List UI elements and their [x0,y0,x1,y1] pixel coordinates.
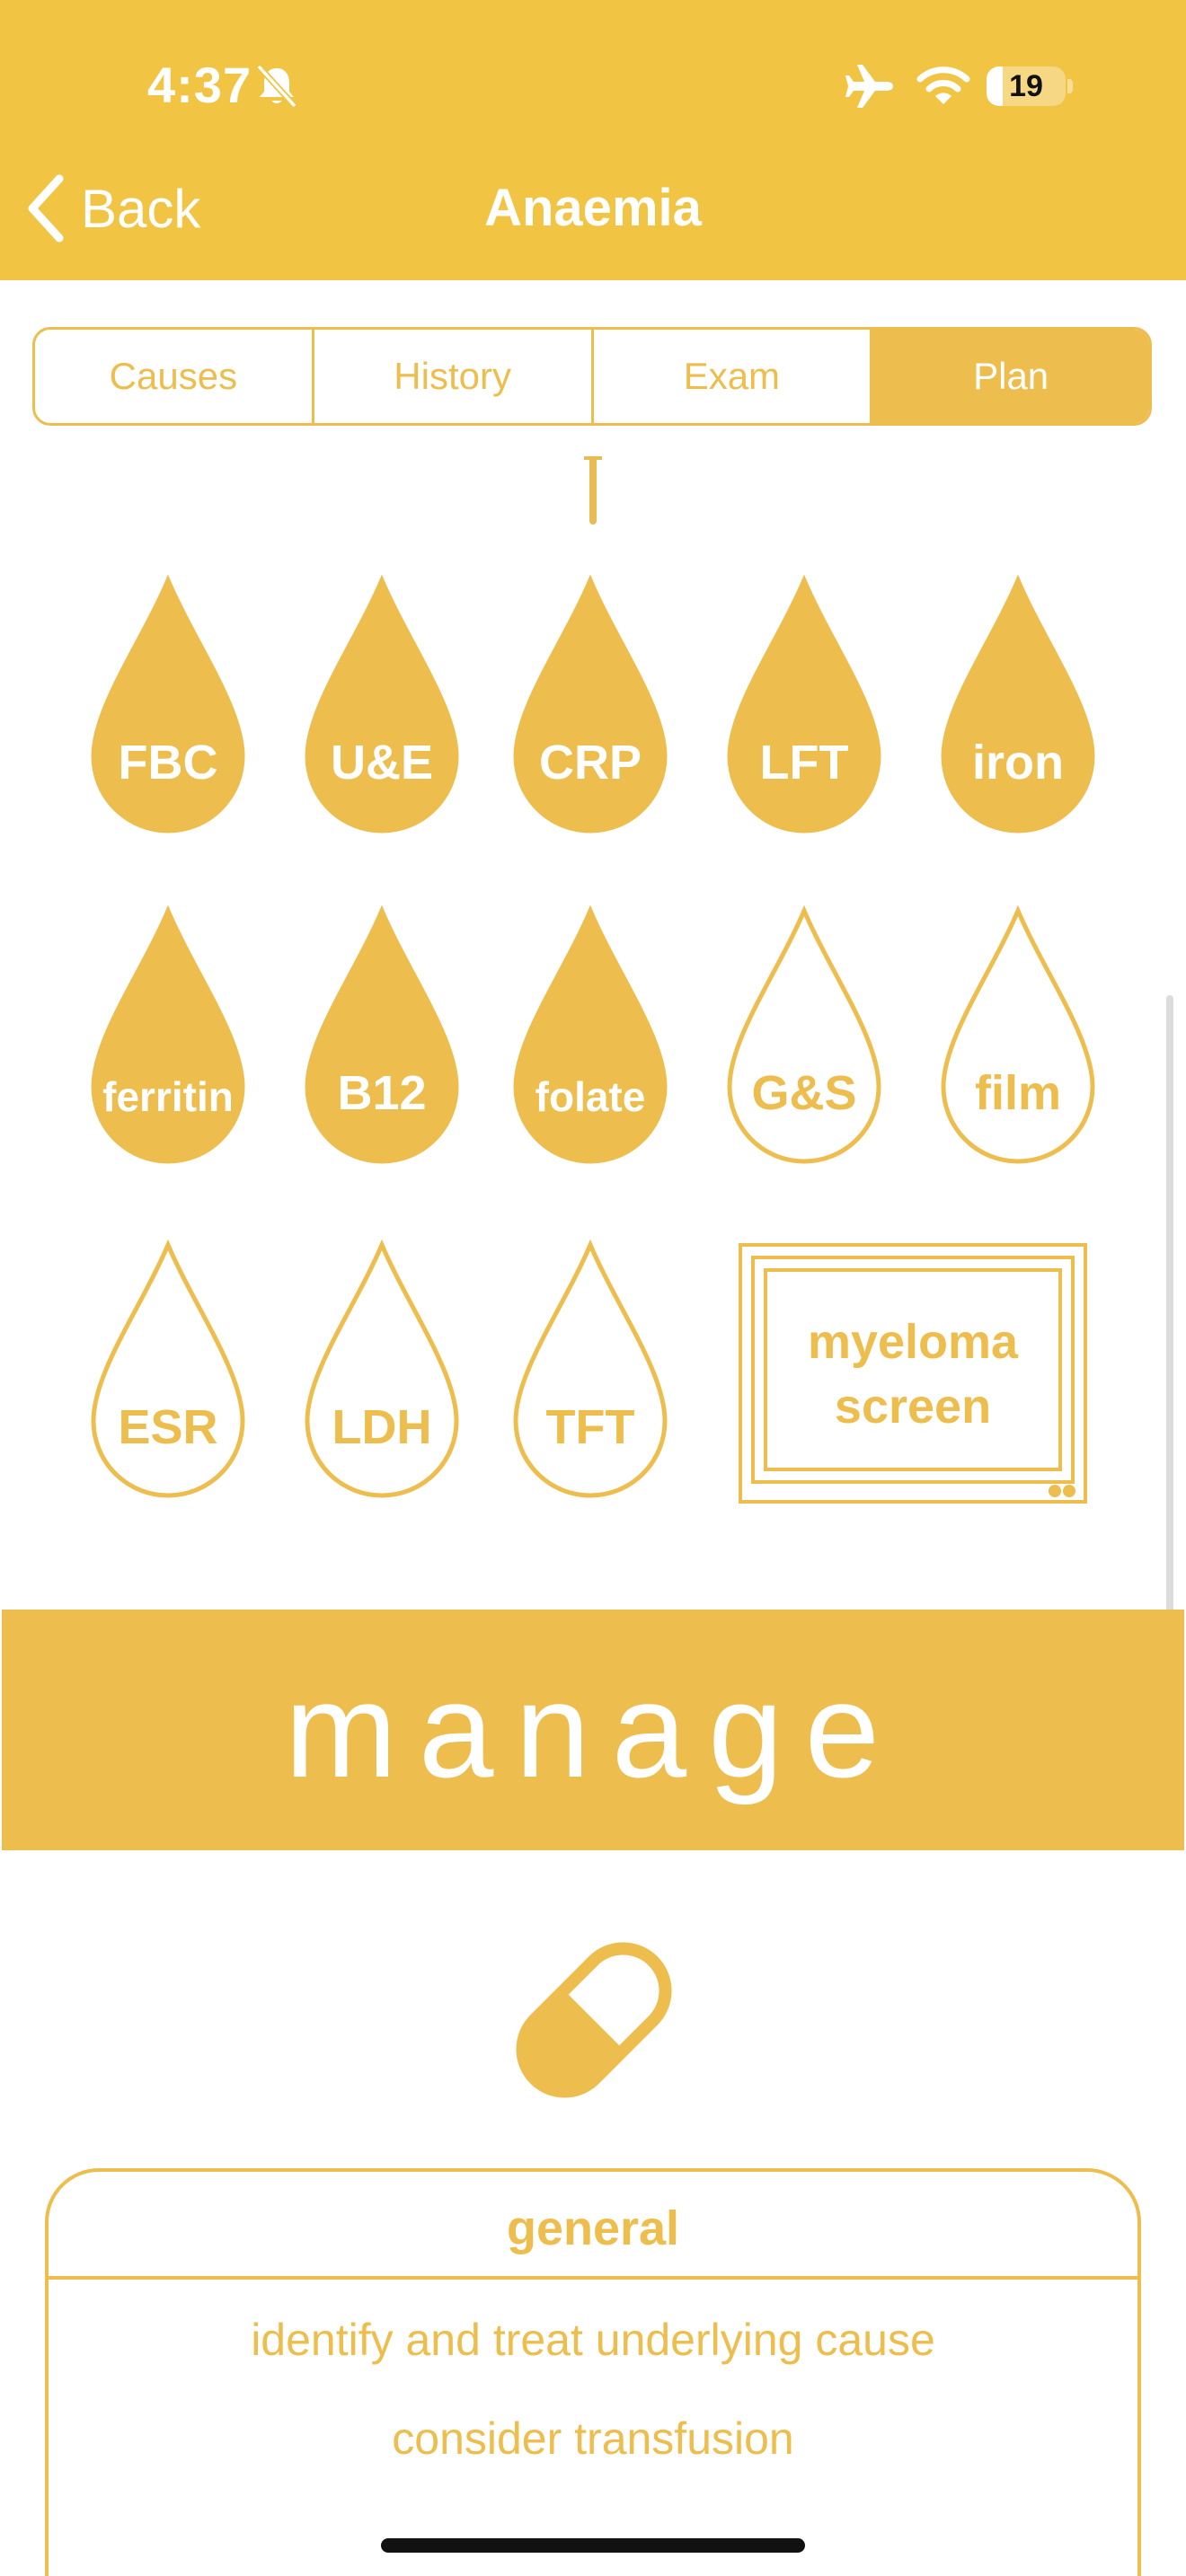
chevron-left-icon [28,174,64,243]
battery-cap [1067,79,1073,93]
blood-drop-icon [305,905,459,1164]
blood-drop-icon [305,1239,459,1498]
myeloma-screen-button[interactable]: myeloma screen [739,1243,1087,1504]
blood-drop-icon [941,575,1095,834]
test-drop-folate[interactable]: folate [505,905,676,1175]
card-item-2: consider transfusion [392,2413,794,2464]
test-drop-esr[interactable]: ESR [83,1239,253,1509]
page-title: Anaemia [484,179,702,237]
test-drop-tft[interactable]: TFT [505,1239,676,1509]
myeloma-label-line2: screen [834,1380,992,1434]
test-drop-label: G&S [751,1066,857,1120]
test-drop-film[interactable]: film [933,905,1103,1175]
blood-drop-icon [91,905,245,1164]
scrollbar[interactable] [1166,995,1173,1645]
blood-drop-icon [727,905,881,1164]
card-title: general [506,2201,680,2255]
home-indicator [381,2538,805,2553]
test-drop-label: LFT [759,736,849,790]
tab-causes[interactable]: Causes [35,330,314,423]
tab-history[interactable]: History [314,330,594,423]
test-drop-label: folate [535,1073,646,1120]
wifi-icon [916,66,970,104]
card-frame-sides [45,2276,1141,2576]
blood-drop-icon [727,575,881,834]
blood-drop-icon [91,575,245,834]
tab-exam[interactable]: Exam [594,330,873,423]
test-drop-label: FBC [118,736,218,790]
test-drop-crp[interactable]: CRP [505,575,676,844]
blood-drop-icon [513,575,668,834]
test-drop-label: TFT [545,1400,635,1454]
test-drop-ferritin[interactable]: ferritin [83,905,253,1175]
test-drop-u-e[interactable]: U&E [296,575,467,844]
airplane-icon [845,65,893,108]
blood-drop-icon [941,905,1095,1164]
bell-slash-icon [256,64,297,109]
myeloma-label-line1: myeloma [807,1315,1019,1369]
header: 4:37 19 Back Anaemia [0,0,1186,280]
back-label: Back [81,178,201,239]
tab-plan[interactable]: Plan [872,330,1149,423]
battery-percent: 19 [1009,69,1043,103]
section-tabs: Causes History Exam Plan [32,327,1152,426]
card-divider [45,2276,1141,2280]
test-drop-label: ferritin [102,1073,234,1120]
blood-drop-icon [91,1239,245,1498]
card-item-1: identify and treat underlying cause [251,2315,935,2365]
test-drop-iron[interactable]: iron [933,575,1103,844]
test-drop-lft[interactable]: LFT [719,575,890,844]
blood-drop-icon [513,1239,668,1498]
manage-title: manage [284,1654,902,1805]
test-drop-label: iron [972,736,1064,790]
test-drop-ldh[interactable]: LDH [296,1239,467,1509]
test-drop-label: B12 [337,1066,427,1120]
back-button[interactable]: Back [23,172,200,244]
blood-drop-icon [305,575,459,834]
manage-banner: manage [2,1610,1184,1850]
tv-icon [739,1243,1087,1504]
test-drop-b12[interactable]: B12 [296,905,467,1175]
test-drop-label: U&E [330,736,433,790]
test-drop-label: LDH [332,1400,432,1454]
general-card: general identify and treat underlying ca… [45,2168,1141,2576]
test-drop-g-s[interactable]: G&S [719,905,890,1175]
blood-drop-icon [513,905,668,1164]
test-drop-label: CRP [538,736,642,790]
battery-icon: 19 [987,66,1066,106]
pill-icon [516,1942,672,2098]
test-drop-label: ESR [118,1400,218,1454]
test-drop-fbc[interactable]: FBC [83,575,253,844]
battery-level [987,66,1003,106]
scroll-marker [584,456,602,525]
status-time: 4:37 [147,57,252,113]
test-drop-label: film [974,1066,1061,1120]
